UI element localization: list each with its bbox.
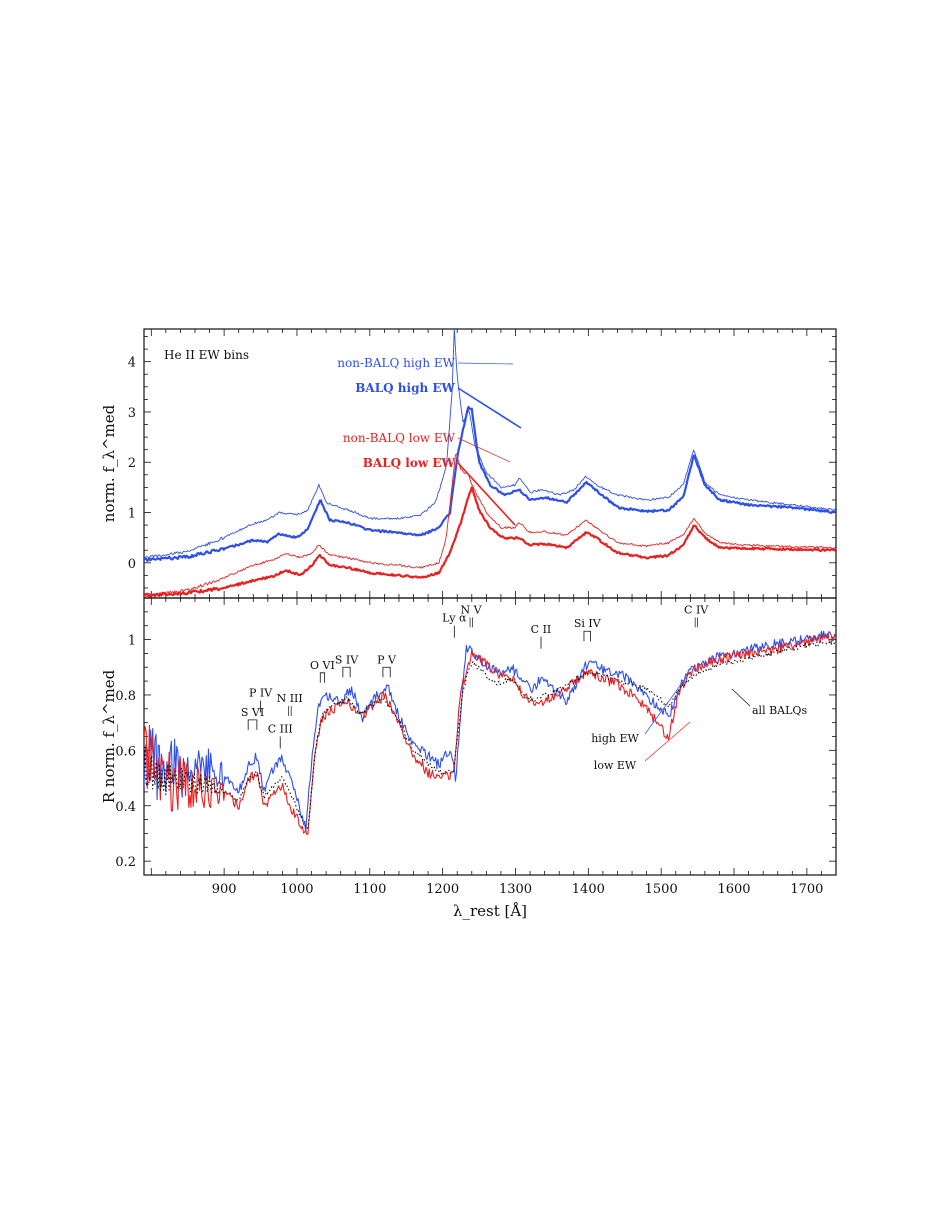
y-tick-label: 2 (128, 456, 136, 471)
line-marker: C III (268, 723, 293, 749)
y-tick-label: 4 (128, 356, 136, 371)
x-tick-label: 1300 (499, 882, 532, 897)
series-label: high EW (591, 732, 639, 745)
plot-area (144, 630, 836, 835)
y-axis-title: R norm. f_λ^med (100, 669, 118, 803)
series-line-all-balqs (144, 640, 836, 830)
y-tick-label: 0.6 (115, 744, 136, 759)
line-marker: S VI (241, 706, 264, 730)
series-label: all BALQs (752, 704, 807, 717)
line-marker: Si IV (574, 617, 602, 642)
series-line-non-balq-high-ew (144, 329, 836, 559)
line-marker: Ly α (442, 612, 467, 638)
series-label-leader (731, 688, 751, 707)
series-line-balq-low-ew (144, 486, 836, 598)
bottom-panel: 900 1000 1100 1200 1300 1400 1500 1600 1700 λ_res… (100, 597, 837, 920)
x-tick-label: 1600 (717, 882, 750, 897)
series-label: BALQ high EW (355, 381, 455, 395)
y-axis-title: norm. f_λ^med (100, 404, 118, 522)
line-marker-label: S VI (241, 706, 264, 719)
x-tick-label: 1400 (572, 882, 605, 897)
y-tick-label: 3 (128, 406, 136, 421)
series-label-leader (644, 671, 691, 735)
line-marker-label: Ly α (442, 612, 467, 625)
line-marker-label: N III (277, 692, 303, 705)
x-tick-label: 1100 (353, 882, 386, 897)
line-marker: O VI (310, 659, 335, 683)
line-marker-bracket (382, 666, 391, 678)
x-tick-label: 1000 (280, 882, 313, 897)
line-marker: N III (277, 692, 303, 717)
x-tick-label: 1700 (790, 882, 823, 897)
panel-title: He II EW bins (164, 348, 249, 362)
plot-frame (143, 597, 837, 876)
series-label: low EW (594, 759, 637, 772)
y-tick-label: 1 (128, 507, 136, 522)
series-line-high-ew (144, 630, 836, 833)
line-marker-label: Si IV (574, 617, 602, 630)
line-marker-label: P IV (249, 686, 273, 699)
line-marker-bracket (247, 719, 258, 730)
line-marker: P IV (249, 686, 273, 713)
series-label: non-BALQ low EW (343, 431, 456, 445)
series-label-leader (457, 362, 514, 365)
y-tick-label: 1 (128, 634, 136, 649)
line-marker-label: O VI (310, 659, 335, 672)
series-line-balq-high-ew (144, 405, 836, 562)
line-marker-label: C IV (684, 603, 709, 616)
line-marker-bracket (319, 672, 326, 683)
line-marker-bracket (342, 666, 351, 678)
series-label-leader (457, 437, 511, 463)
x-axis-title: λ_rest [Å] (453, 902, 527, 920)
series-label: non-BALQ high EW (337, 356, 455, 370)
x-tick-label: 1500 (645, 882, 678, 897)
series-label-leader (457, 462, 516, 526)
y-tick-label: 0.2 (115, 855, 136, 870)
x-tick-label: 1200 (426, 882, 459, 897)
line-marker-label: C II (531, 623, 552, 636)
y-tick-label: 0.4 (115, 800, 136, 815)
line-marker-label: S IV (335, 653, 359, 666)
y-tick-label: 0.8 (115, 689, 136, 704)
line-marker-label: N V (461, 603, 483, 616)
line-marker: C IV (684, 603, 709, 628)
series-line-non-balq-low-ew (144, 453, 836, 598)
line-marker: C II (531, 623, 552, 649)
line-marker: S IV (335, 653, 359, 678)
top-panel: 0 1 2 3 4 norm. f_λ^med He II EW bins non-BALQ … (100, 328, 837, 599)
x-tick-label: 900 (212, 882, 237, 897)
series-label: BALQ low EW (363, 456, 456, 470)
line-marker-bracket (583, 630, 591, 642)
series-label-leader (457, 387, 522, 429)
line-marker-label: C III (268, 723, 293, 736)
series-line-low-ew (144, 632, 836, 835)
y-tick-label: 0 (128, 557, 136, 572)
plot-area (144, 329, 836, 598)
line-marker-label: P V (377, 653, 397, 666)
series-label-leader (644, 721, 691, 762)
plot-frame (143, 328, 837, 599)
line-marker: N V (461, 603, 483, 628)
line-marker: P V (377, 653, 397, 678)
